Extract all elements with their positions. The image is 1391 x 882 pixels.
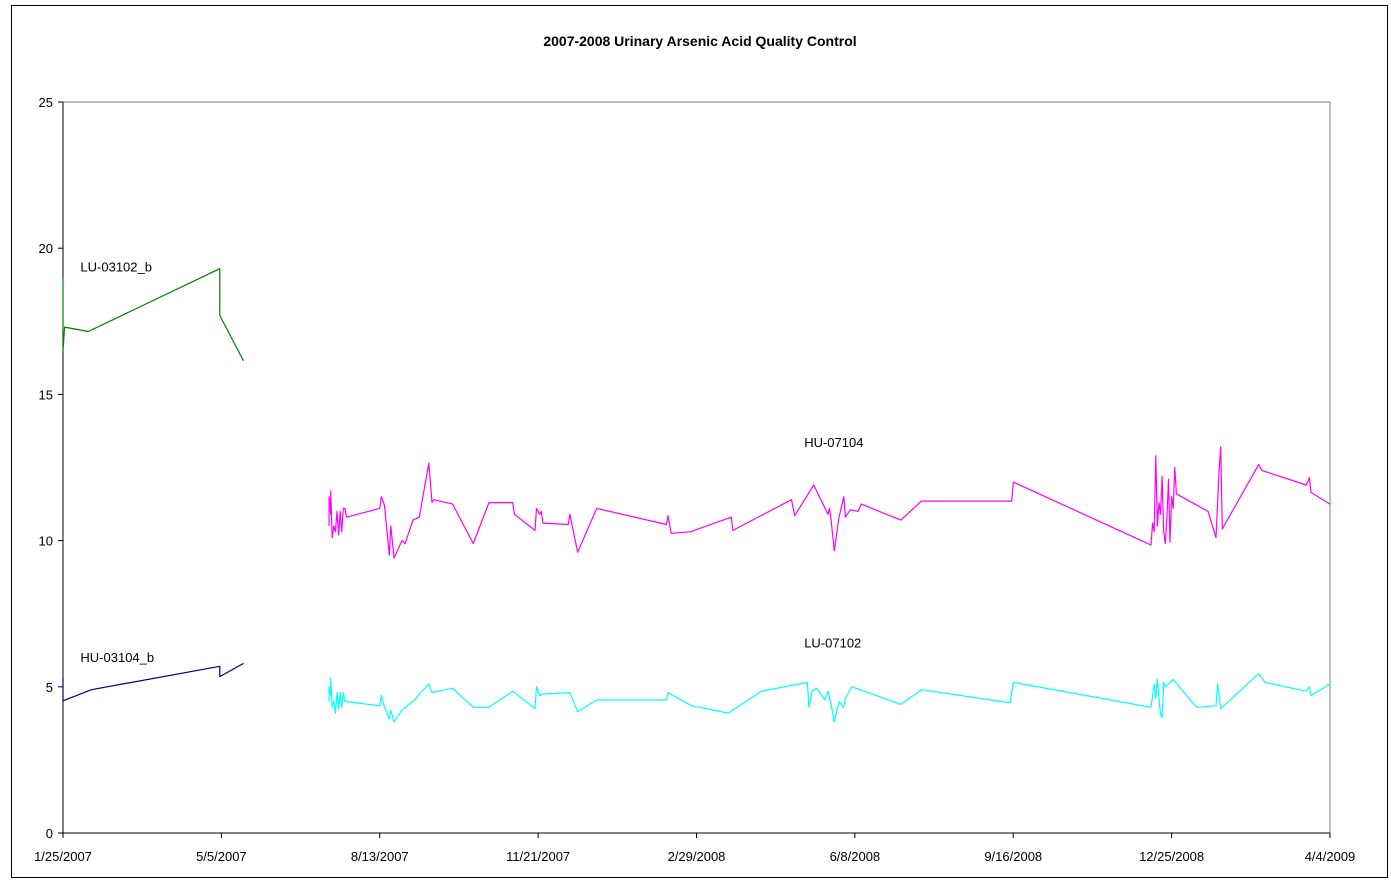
series-label-lu-03102-b: LU-03102_b: [80, 260, 152, 275]
plot-border: [62, 101, 1331, 834]
x-tick-label: 6/8/2008: [830, 849, 881, 864]
x-tick-label: 12/25/2008: [1139, 849, 1204, 864]
series-label-hu-07104: HU-07104: [804, 435, 863, 450]
series-line-hu-07104: [328, 446, 1331, 559]
chart-title: 2007-2008 Urinary Arsenic Acid Quality C…: [543, 33, 856, 49]
y-tick-label: 5: [46, 680, 53, 695]
series-line-hu-03104-b: [62, 662, 244, 702]
series-line-lu-03102-b: [62, 268, 245, 362]
x-tick-label: 11/21/2007: [506, 849, 570, 864]
series-line-lu-07102: [328, 672, 1331, 723]
chart-frame: 2007-2008 Urinary Arsenic Acid Quality C…: [11, 5, 1388, 878]
x-tick-label: 1/25/2007: [34, 849, 92, 864]
plot-area: 0 5 10 15 20 25 1/25/2007 5/5/2007 8/13/2007 11/2…: [34, 95, 1355, 864]
y-tick-label: 25: [39, 95, 53, 110]
y-tick-label: 10: [39, 534, 53, 549]
x-tick-label: 2/29/2008: [668, 849, 726, 864]
y-tick-label: 0: [46, 826, 53, 841]
chart-svg: 2007-2008 Urinary Arsenic Acid Quality C…: [34, 33, 1355, 864]
x-tick-label: 5/5/2007: [196, 849, 247, 864]
y-tick-label: 15: [39, 387, 53, 402]
x-tick-label: 9/16/2008: [984, 849, 1042, 864]
series-label-hu-03104-b: HU-03104_b: [80, 650, 154, 665]
x-tick-label: 4/4/2009: [1305, 849, 1356, 864]
series-label-lu-07102: LU-07102: [804, 635, 861, 650]
x-tick-label: 8/13/2007: [351, 849, 409, 864]
y-tick-label: 20: [39, 241, 53, 256]
